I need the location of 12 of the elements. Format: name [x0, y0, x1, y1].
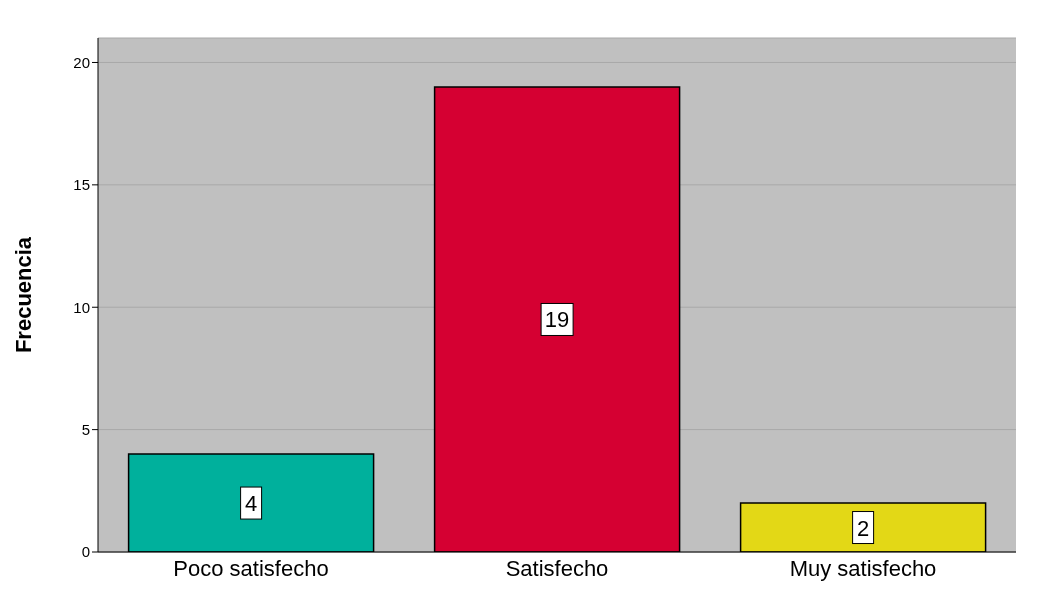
y-tick-label: 5 [81, 420, 90, 438]
y-axis-title: Frecuencia [10, 236, 36, 354]
data-label: 4 [244, 491, 258, 517]
x-tick-label: Muy satisfecho [789, 555, 937, 581]
y-tick-label: 20 [73, 53, 90, 71]
y-tick-label: 0 [81, 543, 90, 561]
x-tick-label: Satisfecho [505, 555, 609, 581]
x-tick-label: Poco satisfecho [173, 555, 329, 581]
data-label: 2 [856, 515, 870, 541]
data-label: 19 [544, 307, 570, 333]
y-tick-label: 10 [73, 298, 90, 316]
y-tick-label: 15 [73, 176, 90, 194]
